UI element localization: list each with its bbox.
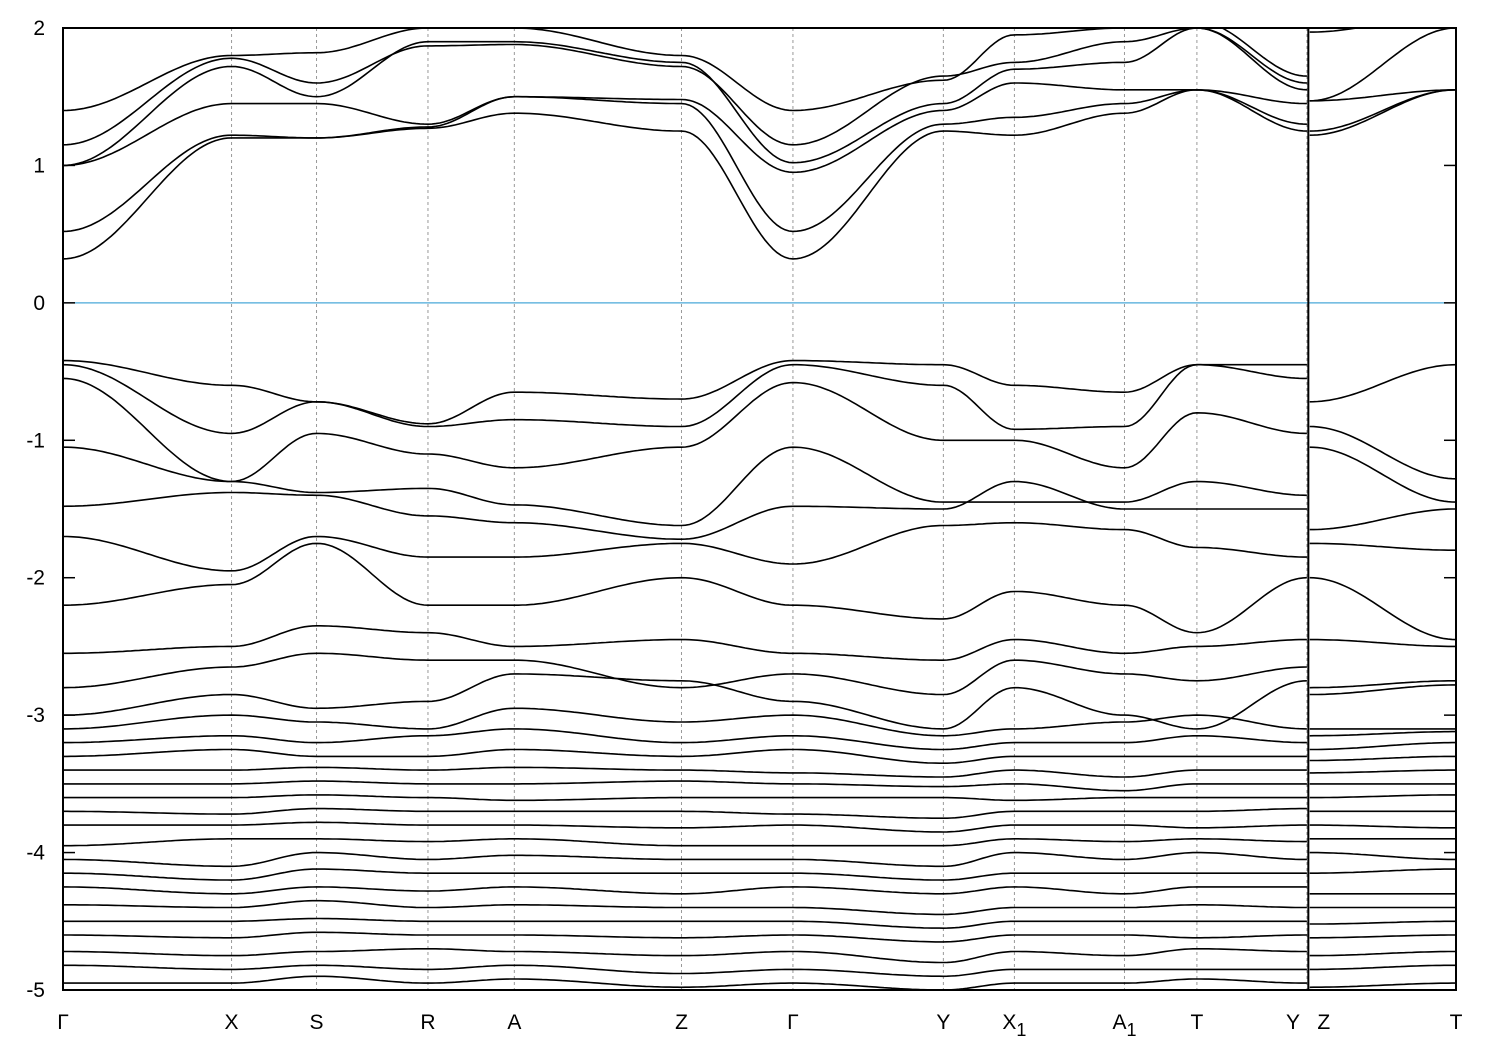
y-axis: -5 -4 -3 -2 -1 0 1 2 — [26, 17, 1456, 1002]
kpoint-label: S — [310, 1011, 324, 1034]
band-line — [63, 964, 1307, 978]
plot-frame — [62, 27, 1457, 991]
band-line — [1309, 934, 1456, 939]
band-line — [1309, 769, 1456, 774]
band-line — [1309, 89, 1456, 102]
band-line — [63, 446, 1307, 527]
band-line — [1309, 964, 1456, 971]
band-line — [63, 931, 1307, 943]
band-line — [63, 652, 1307, 696]
band-line — [63, 975, 1307, 990]
band-line — [63, 794, 1307, 802]
band-line — [1309, 920, 1456, 925]
band-line — [63, 748, 1307, 764]
band-line — [63, 851, 1307, 868]
band-line — [63, 377, 1307, 483]
y-tick-label: 1 — [33, 154, 45, 177]
band-line — [63, 480, 1307, 540]
band-line — [1309, 425, 1456, 480]
band-line — [1309, 28, 1326, 29]
kpoint-label: T — [1190, 1011, 1203, 1034]
y-tick-label: 0 — [33, 292, 45, 315]
band-line — [63, 807, 1307, 819]
y-tick-label: -1 — [26, 429, 45, 452]
kpoint-label: X1 — [1002, 1011, 1026, 1040]
band-line — [63, 917, 1307, 930]
band-line — [63, 88, 1307, 233]
band-line — [63, 521, 1307, 572]
kpoint-label: A1 — [1112, 1011, 1136, 1040]
band-line — [1309, 684, 1456, 696]
band-line — [1309, 755, 1456, 762]
band-line — [63, 821, 1307, 833]
kpoint-label: Z — [675, 1011, 688, 1034]
band-line — [1309, 576, 1456, 641]
y-tick-label: -5 — [26, 979, 45, 1002]
band-line — [63, 728, 1307, 751]
band-line — [63, 625, 1307, 661]
band-line — [63, 88, 1307, 260]
band-line — [1309, 508, 1456, 531]
band-line — [63, 707, 1307, 737]
band-line — [1309, 446, 1456, 503]
band-line — [63, 28, 1307, 112]
y-tick-label: -2 — [26, 567, 45, 590]
band-line — [1309, 638, 1456, 648]
band-line — [1309, 730, 1456, 737]
kpoint-label: Y — [1286, 1011, 1300, 1034]
band-line — [63, 28, 1307, 167]
band-line — [63, 838, 1307, 847]
band-line — [63, 359, 1307, 425]
band-line — [63, 766, 1307, 778]
x-axis: Γ X S R A Z Γ Y X1 A1 T Y Z T — [57, 1011, 1462, 1040]
band-line — [63, 868, 1307, 881]
band-line — [1309, 363, 1456, 403]
band-line — [1309, 982, 1456, 989]
kpoint-label: Y — [936, 1011, 950, 1034]
band-line — [1309, 89, 1456, 132]
band-line — [63, 363, 1307, 435]
band-line — [63, 886, 1307, 895]
kpoint-label: Z — [1317, 1011, 1330, 1034]
band-line — [1309, 851, 1456, 861]
kpoint-label: Γ — [787, 1011, 799, 1034]
kpoint-label: A — [507, 1011, 521, 1034]
kpoint-label: T — [1450, 1011, 1463, 1034]
band-line — [63, 28, 1307, 146]
band-line — [63, 948, 1307, 964]
y-tick-label: -4 — [26, 842, 45, 865]
band-line — [1309, 28, 1456, 102]
band-line — [1309, 741, 1456, 751]
band-line — [1309, 680, 1456, 689]
y-tick-label: 2 — [33, 17, 45, 40]
band-line — [63, 780, 1307, 792]
band-line — [63, 542, 1307, 634]
band-line — [1309, 794, 1456, 799]
band-line — [1309, 542, 1456, 551]
kpoint-label: Γ — [57, 1011, 69, 1034]
band-line — [1309, 28, 1362, 33]
band-line — [63, 673, 1307, 730]
kpoint-label: R — [420, 1011, 435, 1034]
band-line — [1309, 950, 1456, 957]
band-line — [63, 899, 1307, 916]
y-tick-label: -3 — [26, 704, 45, 727]
kpoint-label: X — [225, 1011, 239, 1034]
band-line — [1309, 824, 1456, 829]
band-line — [63, 82, 1307, 174]
band-line — [1309, 868, 1456, 874]
bands — [63, 28, 1456, 990]
